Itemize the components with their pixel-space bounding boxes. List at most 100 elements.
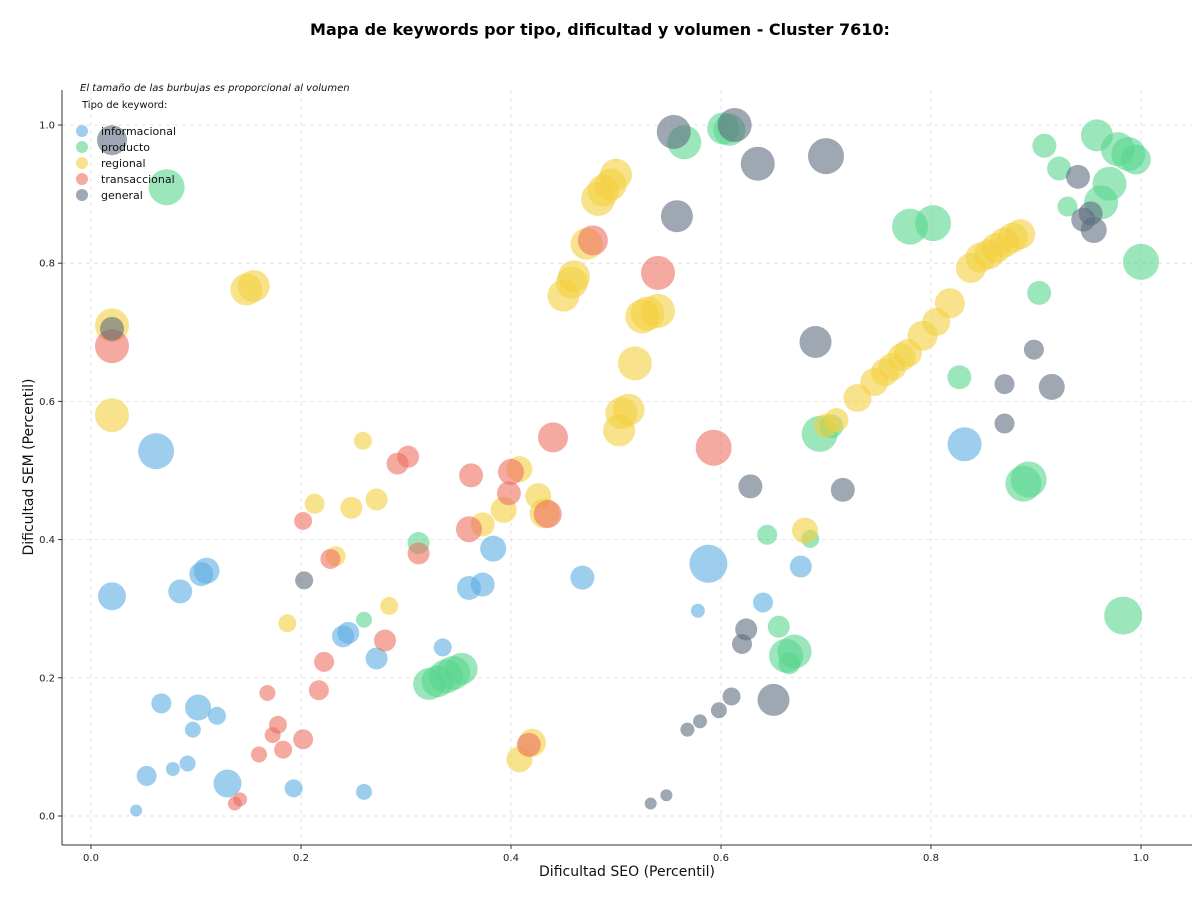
regional-bubble — [824, 408, 849, 433]
producto-bubble — [1104, 596, 1143, 635]
x-tick-label: 1.0 — [1133, 853, 1149, 864]
regional-bubble — [353, 431, 372, 450]
regional-bubble — [278, 614, 297, 633]
transaccional-bubble — [498, 458, 524, 485]
x-tick-label: 0.4 — [503, 853, 519, 864]
x-tick-label: 0.2 — [293, 853, 309, 864]
general-bubble — [295, 571, 314, 590]
informacional-bubble — [470, 572, 495, 597]
regional-bubble — [365, 488, 388, 511]
producto-bubble — [356, 611, 372, 628]
general-bubble — [660, 789, 673, 802]
legend-label-general: general — [101, 189, 143, 202]
producto-bubble — [1027, 280, 1052, 305]
informacional-bubble — [433, 638, 452, 657]
regional-bubble — [641, 293, 675, 328]
informacional-bubble — [789, 555, 812, 578]
transaccional-bubble — [407, 542, 430, 565]
legend-label-regional: regional — [101, 157, 146, 170]
producto-bubble — [778, 652, 801, 675]
transaccional-bubble — [251, 746, 267, 763]
transaccional-bubble — [294, 511, 313, 530]
transaccional-bubble — [233, 792, 248, 807]
chart-title: Mapa de keywords por tipo, dificultad y … — [310, 20, 890, 39]
tick-labels: 0.0 0.2 0.4 0.6 0.8 1.0 0.0 0.2 0.4 0.6 0.8 1.0 — [39, 121, 1149, 865]
regional-bubble — [612, 393, 645, 426]
general-bubble — [740, 146, 775, 181]
general-bubble — [693, 714, 707, 729]
informacional-bubble — [98, 582, 126, 611]
bubbles — [95, 108, 1159, 817]
informacional-bubble — [208, 706, 226, 725]
regional-bubble — [934, 288, 965, 319]
producto-bubble — [1092, 166, 1127, 201]
transaccional-bubble — [533, 500, 562, 529]
x-tick-label: 0.8 — [923, 853, 939, 864]
regional-bubble — [340, 496, 363, 519]
regional-bubble — [617, 346, 652, 381]
legend-marker-informacional — [76, 125, 88, 137]
transaccional-bubble — [308, 680, 329, 701]
general-bubble — [97, 125, 127, 156]
informacional-bubble — [753, 592, 773, 613]
informacional-bubble — [284, 779, 303, 798]
general-bubble — [732, 633, 752, 654]
general-bubble — [738, 474, 763, 499]
transaccional-bubble — [320, 548, 341, 569]
regional-bubble — [237, 270, 270, 303]
regional-bubble — [1005, 219, 1036, 250]
x-tick-label: 0.6 — [713, 853, 729, 864]
informacional-bubble — [179, 755, 196, 772]
y-axis-label: Dificultad SEM (Percentil) — [21, 379, 37, 556]
transaccional-bubble — [259, 685, 276, 702]
informacional-bubble — [480, 535, 507, 562]
legend-marker-regional — [76, 157, 88, 169]
x-axis-label: Dificultad SEO (Percentil) — [539, 864, 715, 880]
general-bubble — [994, 413, 1015, 434]
legend-label-transaccional: transaccional — [101, 173, 175, 186]
transaccional-bubble — [374, 629, 396, 652]
legend-marker-general — [76, 189, 88, 201]
informacional-bubble — [151, 693, 172, 714]
general-bubble — [994, 374, 1015, 395]
general-bubble — [100, 316, 124, 341]
regional-bubble — [600, 158, 632, 191]
informacional-bubble — [570, 565, 595, 590]
axes — [61, 90, 1192, 846]
general-bubble — [656, 114, 691, 149]
legend-title: Tipo de keyword: — [81, 100, 167, 111]
regional-bubble — [95, 398, 129, 433]
regional-bubble — [558, 260, 590, 293]
general-bubble — [1080, 217, 1107, 244]
general-bubble — [799, 325, 832, 358]
producto-bubble — [767, 615, 790, 638]
x-tick-label: 0.0 — [83, 853, 99, 864]
producto-bubble — [445, 652, 478, 685]
producto-bubble — [1010, 461, 1047, 498]
informacional-bubble — [690, 603, 705, 618]
informacional-bubble — [193, 557, 220, 584]
legend-label-informacional: informacional — [101, 125, 176, 138]
legend-marker-transaccional — [76, 173, 88, 185]
transaccional-bubble — [538, 422, 568, 453]
general-bubble — [722, 687, 741, 706]
informacional-bubble — [689, 544, 728, 583]
general-bubble — [757, 683, 790, 716]
legend-label-producto: producto — [101, 141, 150, 154]
transaccional-bubble — [577, 225, 608, 256]
general-bubble — [808, 138, 844, 175]
transaccional-bubble — [516, 732, 541, 757]
producto-bubble — [947, 365, 972, 390]
y-tick-label: 0.4 — [39, 535, 55, 546]
bubble-size-note: El tamaño de las burbujas es proporciona… — [80, 83, 350, 94]
informacional-bubble — [130, 804, 143, 817]
informacional-bubble — [337, 621, 360, 644]
informacional-bubble — [165, 762, 180, 777]
informacional-bubble — [356, 783, 372, 800]
informacional-bubble — [184, 721, 201, 738]
y-tick-label: 0.0 — [39, 812, 55, 823]
general-bubble — [1023, 339, 1044, 360]
informacional-bubble — [213, 769, 242, 798]
producto-bubble — [915, 205, 952, 242]
